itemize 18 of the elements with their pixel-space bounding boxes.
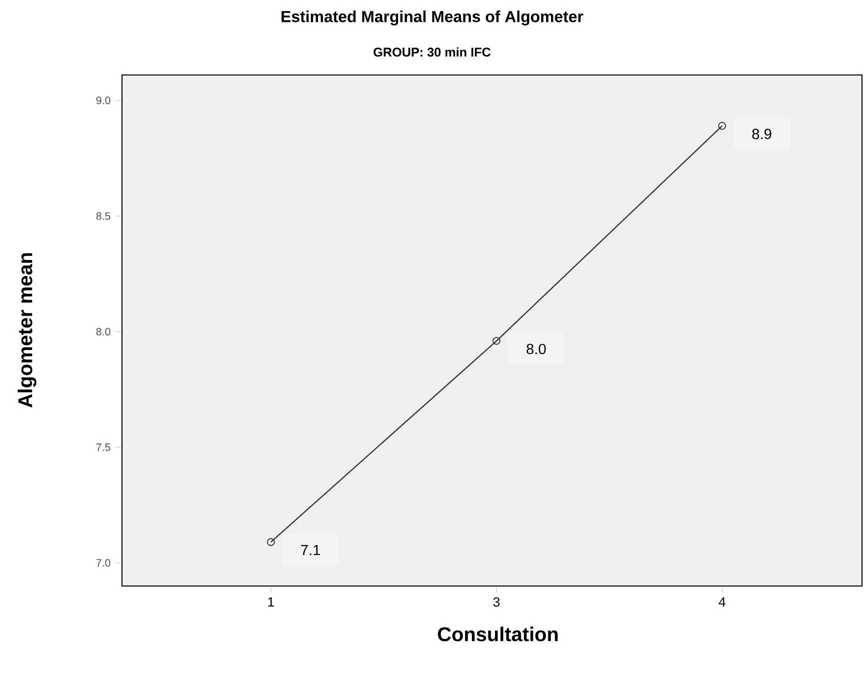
point (492, 336, 500, 345)
data-label: 8.0 (526, 344, 546, 354)
x-tick-label: 1 (268, 597, 274, 606)
x-tick-label: 3 (493, 597, 500, 607)
chart-title: Estimated Marginal Means of Algometer (282, 10, 584, 26)
point (718, 122, 726, 130)
x-axis-title: Consultation (438, 626, 558, 642)
data-label: 8.9 (752, 128, 772, 140)
point (266, 538, 275, 546)
y-tick-label: 7.0 (96, 559, 110, 567)
y-axis-title: Algometer mean (18, 253, 36, 408)
x-tick-label: 4 (718, 597, 726, 606)
y-tick-label: 7.5 (96, 444, 110, 451)
y-tick-label: 8.0 (96, 328, 110, 336)
y-tick-label: 9.0 (96, 96, 110, 104)
data-label: 7.1 (301, 545, 320, 556)
y-tick-label: 8.5 (96, 212, 110, 220)
chart-subtitle: GROUP: 30 min IFC (374, 47, 491, 57)
